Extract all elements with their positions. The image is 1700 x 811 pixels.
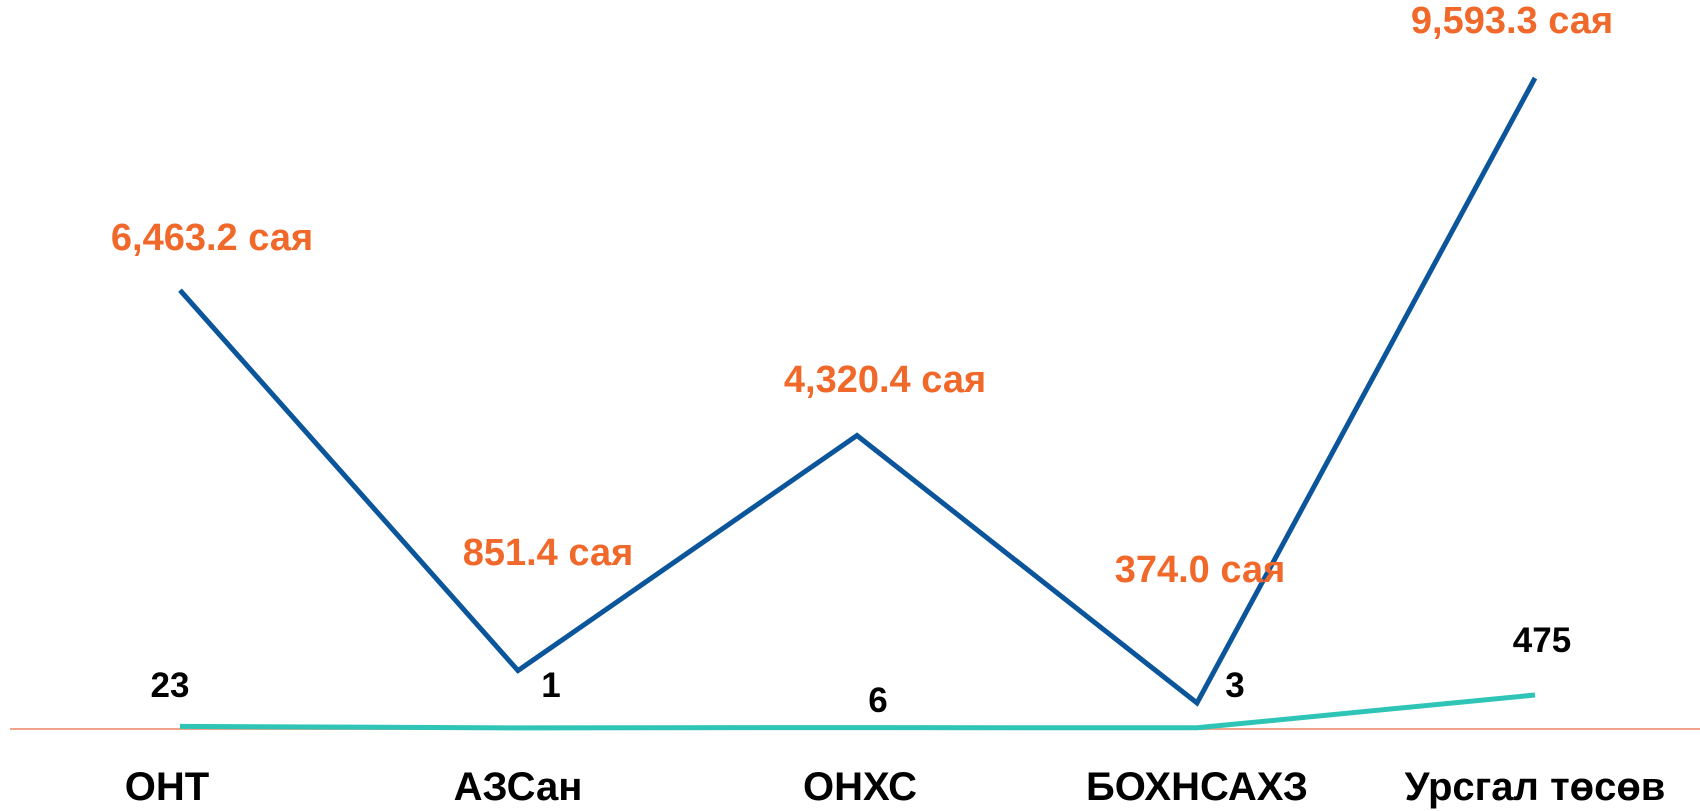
count-label: 1 (541, 666, 560, 705)
amount-label: 4,320.4 сая (784, 359, 986, 401)
category-label: ОНТ (125, 765, 209, 809)
category-label: ОНХС (803, 765, 917, 809)
amount-label: 851.4 сая (463, 532, 634, 574)
count-label: 3 (1225, 666, 1244, 705)
category-label: АЗСан (454, 765, 583, 809)
amount-data-labels: 6,463.2 сая 851.4 сая 4,320.4 сая 374.0 сая… (111, 0, 1613, 591)
category-label: БОХНСАХЗ (1086, 765, 1308, 809)
amount-label: 374.0 сая (1115, 549, 1286, 591)
count-label: 23 (151, 666, 190, 705)
amount-label: 9,593.3 сая (1411, 0, 1613, 42)
count-label: 475 (1513, 621, 1571, 660)
series-count-line (179, 692, 1536, 731)
series-amount-line (178, 76, 1538, 707)
count-data-labels: 23 1 6 3 475 (151, 621, 1572, 720)
amount-label: 6,463.2 сая (111, 217, 313, 259)
count-label: 6 (868, 681, 887, 720)
category-axis-labels: ОНТ АЗСан ОНХС БОХНСАХЗ Урсгал төсөв (125, 765, 1666, 809)
category-label: Урсгал төсөв (1405, 765, 1666, 809)
